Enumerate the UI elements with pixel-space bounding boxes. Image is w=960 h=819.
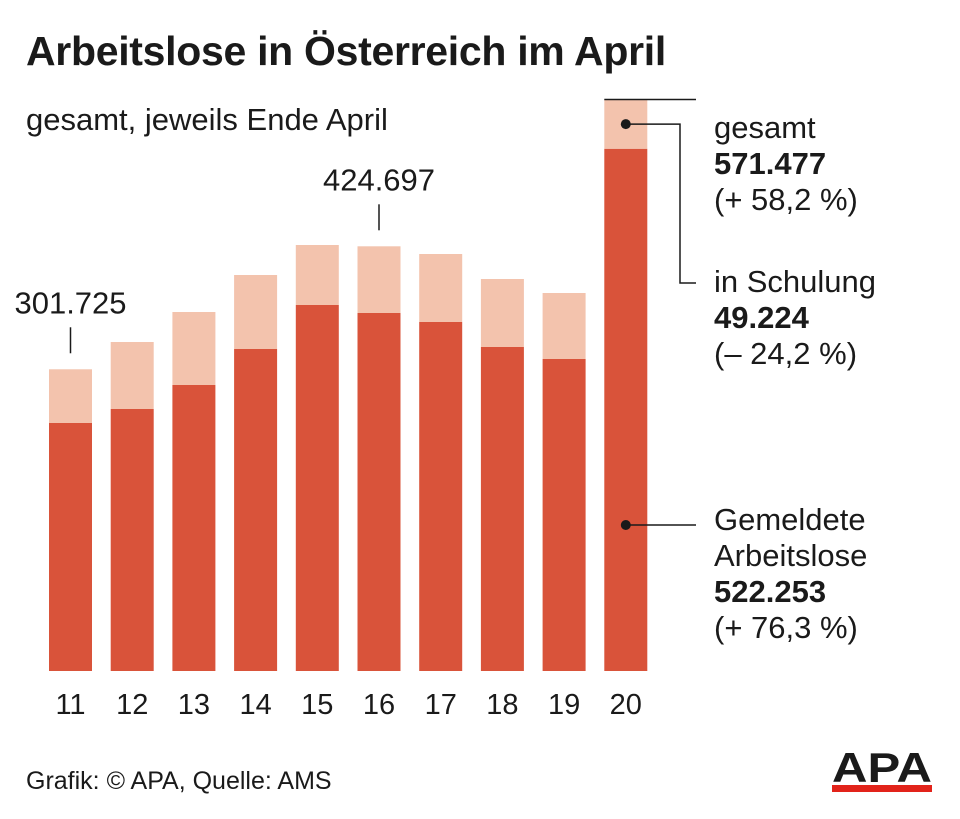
data-label-16: 424.697 [323,162,435,197]
annotation-schulung: in Schulung 49.224 (– 24,2 %) [714,264,876,372]
bar-schulung-16 [357,246,401,313]
annotation-gesamt-label: gesamt [714,110,816,145]
annotation-schulung-change: (– 24,2 %) [714,336,858,371]
callout-dot-gemeldet [620,520,631,530]
apa-logo-text: APA [832,748,932,791]
callout-line-schulung [625,123,696,284]
chart-title: Arbeitslose in Österreich im April [26,28,666,74]
x-tick-labels: 11 12 13 14 15 16 17 18 19 20 [55,689,641,721]
bar-gemeldet-12 [110,409,154,671]
annotation-schulung-value: 49.224 [714,300,809,335]
annotation-schulung-label: in Schulung [714,264,877,299]
bar-schulung-19 [542,293,586,359]
x-tick-label-11: 11 [55,689,85,721]
annotation-gemeldet-value: 522.253 [714,574,827,609]
bar-schulung-11 [49,369,92,423]
bar-gemeldet-19 [542,359,586,671]
source-credit: Grafik: © APA, Quelle: AMS [26,767,332,795]
x-tick-label-14: 14 [239,689,271,721]
apa-logo-red-bar [832,785,932,792]
bar-gemeldet-13 [172,385,216,671]
data-labels: 301.725 424.697 [14,162,435,354]
bar-schulung-18 [480,279,524,347]
callout-dot-schulung [620,119,631,130]
x-tick-label-12: 12 [116,689,148,721]
x-tick-label-18: 18 [486,689,518,721]
chart-subtitle: gesamt, jeweils Ende April [26,102,388,137]
bar-schulung-14 [234,275,278,349]
stacked-bar-chart: 11 12 13 14 15 16 17 18 19 20 301.725 424.697 [14,98,696,721]
bar-gemeldet-11 [49,423,92,671]
x-tick-label-19: 19 [548,689,580,721]
bar-gemeldet-18 [480,347,524,671]
x-tick-label-20: 20 [610,689,642,721]
bar-schulung-13 [172,312,216,385]
bars-group [49,99,648,671]
x-tick-label-16: 16 [363,689,395,721]
annotation-gemeldet-label-line2: Arbeitslose [714,538,868,573]
apa-logo: APA [832,748,932,792]
bar-schulung-15 [295,245,339,305]
data-label-11: 301.725 [14,285,126,320]
annotation-gemeldet-label-line1: Gemeldete [714,502,866,537]
bar-gemeldet-16 [357,313,401,671]
x-tick-label-13: 13 [178,689,210,721]
bar-gemeldet-14 [234,349,278,671]
callout-lines [604,98,696,530]
bar-gemeldet-20 [604,148,648,671]
x-tick-label-17: 17 [425,689,457,721]
annotation-gemeldet: Gemeldete Arbeitslose 522.253 (+ 76,3 %) [714,502,867,646]
x-tick-label-15: 15 [301,689,333,721]
bar-gemeldet-15 [295,305,339,671]
bar-gemeldet-17 [419,322,463,671]
bar-schulung-12 [110,342,154,409]
annotation-gesamt: gesamt 571.477 (+ 58,2 %) [714,110,858,218]
annotation-gesamt-value: 571.477 [714,146,827,181]
annotation-gesamt-change: (+ 58,2 %) [714,182,858,217]
annotation-gemeldet-change: (+ 76,3 %) [714,610,858,645]
bar-schulung-17 [419,254,463,322]
